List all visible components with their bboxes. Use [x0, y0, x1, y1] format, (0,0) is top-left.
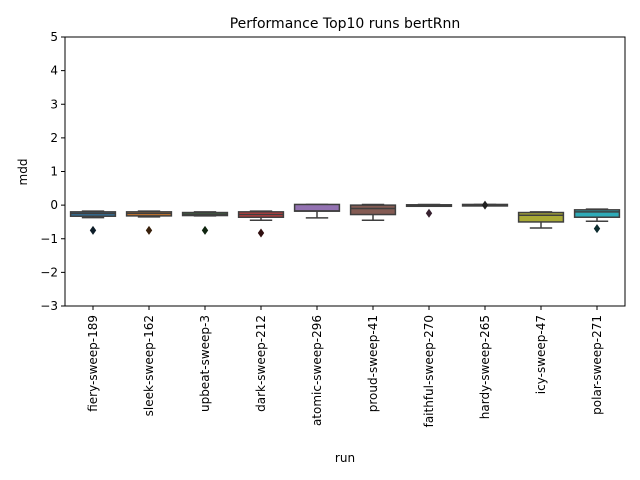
- y-tick-label: −3: [40, 299, 58, 313]
- x-tick-label: icy-sweep-47: [534, 315, 548, 394]
- box-group-faithful-sweep-270: [405, 203, 453, 218]
- y-tick-label: 3: [50, 97, 58, 111]
- plot-frame: [64, 36, 626, 307]
- box: [349, 204, 397, 216]
- box-group-dark-sweep-212: [237, 210, 285, 238]
- x-tick-label: fiery-sweep-189: [86, 315, 100, 412]
- x-tick-label: upbeat-sweep-3: [198, 315, 212, 412]
- box-group-fiery-sweep-189: [69, 210, 117, 235]
- y-tick-label: −2: [40, 265, 58, 279]
- y-tick-label: 1: [50, 165, 58, 179]
- plot-area: [64, 36, 626, 307]
- x-tick-label: polar-sweep-271: [590, 315, 604, 415]
- box: [573, 209, 621, 218]
- x-axis: fiery-sweep-189 sleek-sweep-162 upbeat-swe…: [86, 306, 604, 427]
- x-tick-label: faithful-sweep-270: [422, 315, 436, 427]
- box: [517, 211, 565, 223]
- x-tick-label: sleek-sweep-162: [142, 315, 156, 416]
- x-tick-label: hardy-sweep-265: [478, 315, 492, 419]
- y-tick-label: 0: [50, 198, 58, 212]
- x-tick-label: atomic-sweep-296: [310, 315, 324, 426]
- y-axis-label: mdd: [16, 159, 30, 186]
- box-group-atomic-sweep-296: [293, 203, 341, 219]
- y-tick-label: −1: [40, 232, 58, 246]
- box-group-proud-sweep-41: [349, 203, 397, 222]
- y-tick-label: 5: [50, 30, 58, 44]
- outlier-marker: [89, 225, 97, 235]
- outlier-marker: [593, 224, 601, 234]
- outlier-marker: [425, 208, 433, 218]
- chart-title: Performance Top10 runs bertRnn: [230, 16, 461, 32]
- box-group-polar-sweep-271: [573, 208, 621, 234]
- y-tick-label: 2: [50, 131, 58, 145]
- outlier-marker: [257, 228, 265, 238]
- outlier-marker: [201, 225, 209, 235]
- box-group-icy-sweep-47: [517, 211, 565, 229]
- x-tick-label: proud-sweep-41: [366, 315, 380, 412]
- y-axis: −3 −2 −1 0 1 2 3 4 5: [40, 30, 65, 313]
- box-group-hardy-sweep-265: [461, 200, 509, 210]
- y-tick-label: 4: [50, 64, 58, 78]
- outlier-marker: [145, 225, 153, 235]
- box-group-sleek-sweep-162: [125, 210, 173, 235]
- x-tick-label: dark-sweep-212: [254, 315, 268, 412]
- box-group-upbeat-sweep-3: [181, 211, 229, 235]
- x-axis-label: run: [335, 451, 355, 465]
- outlier-marker: [481, 200, 489, 210]
